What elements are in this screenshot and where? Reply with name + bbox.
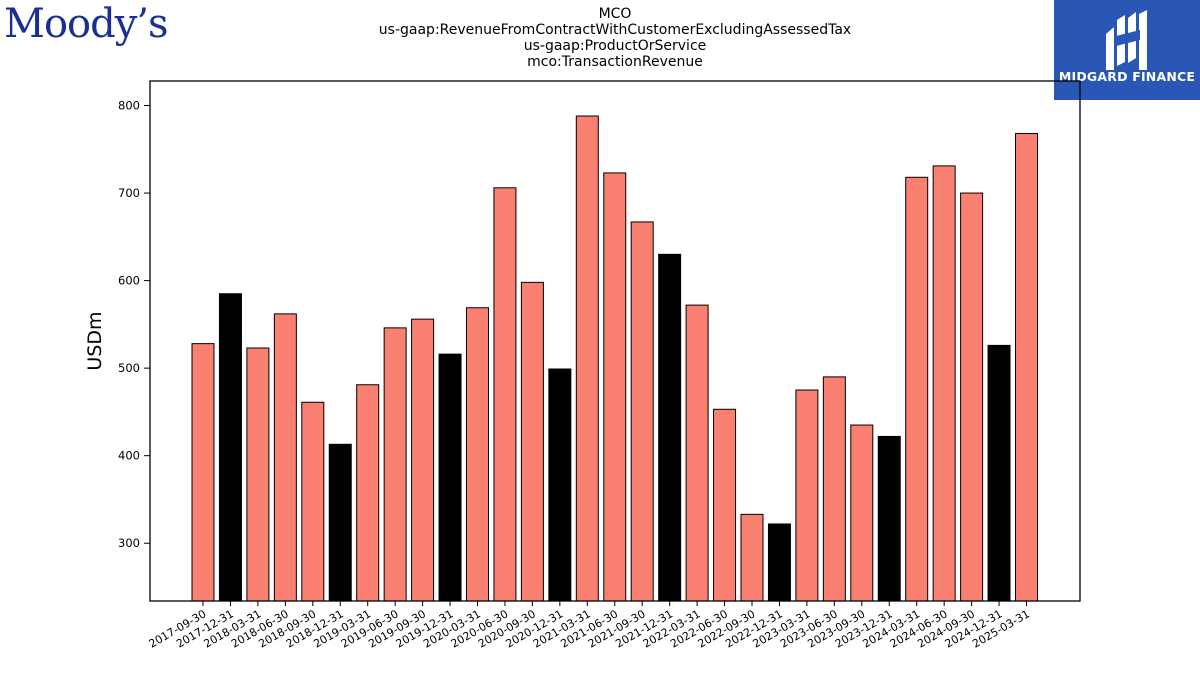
bar-2020-03-31 xyxy=(466,307,489,602)
bar-2017-12-31 xyxy=(218,293,242,602)
bar-2018-09-30 xyxy=(301,401,325,602)
title-line-2: us-gaap:RevenueFromContractWithCustomerE… xyxy=(378,22,852,38)
y-tick-label-400: 400 xyxy=(118,449,140,463)
bar-2018-12-31 xyxy=(328,443,352,602)
bar-2022-09-30 xyxy=(740,513,764,602)
midgard-brand-name: MIDGARD FINANCE xyxy=(1058,69,1196,84)
bar-2023-12-31 xyxy=(877,435,901,602)
moodys-logo: Moody’s xyxy=(4,1,169,47)
y-tick-label-500: 500 xyxy=(118,361,140,375)
title-line-1: MCO xyxy=(598,6,632,22)
y-tick-label-600: 600 xyxy=(118,274,140,288)
y-axis-label: USDm xyxy=(84,311,106,370)
bar-2025-03-31 xyxy=(1015,133,1038,602)
bar-2022-03-31 xyxy=(685,304,709,602)
bar-2017-09-30 xyxy=(191,343,215,602)
bar-2020-09-30 xyxy=(520,281,544,602)
bar-2020-12-31 xyxy=(548,368,572,602)
bar-2022-06-30 xyxy=(713,408,737,602)
chart-title: MCO us-gaap:RevenueFromContractWithCusto… xyxy=(150,6,1080,70)
bar-2019-03-31 xyxy=(356,384,380,602)
bar-2023-03-31 xyxy=(795,389,819,602)
bar-2020-06-30 xyxy=(493,187,517,602)
bar-2024-12-31 xyxy=(987,344,1011,602)
midgard-finance-logo: MIDGARD FINANCE xyxy=(1054,0,1200,100)
bar-2018-06-30 xyxy=(273,313,297,602)
bar-2019-06-30 xyxy=(383,327,407,602)
bar-2021-09-30 xyxy=(630,221,654,602)
y-tick-label-300: 300 xyxy=(118,536,140,550)
bar-2021-06-30 xyxy=(603,172,627,602)
bar-2024-09-30 xyxy=(960,192,984,602)
bar-2021-03-31 xyxy=(575,115,599,602)
bar-2023-09-30 xyxy=(850,424,874,602)
bar-2019-12-31 xyxy=(438,353,462,602)
midgard-mark-icon xyxy=(1106,10,1147,70)
title-line-3: us-gaap:ProductOrService xyxy=(523,38,707,54)
bar-2019-09-30 xyxy=(411,318,435,602)
title-line-4: mco:TransactionRevenue xyxy=(527,54,703,70)
bar-2023-06-30 xyxy=(822,376,846,602)
bar-2021-12-31 xyxy=(658,253,682,602)
y-tick-label-700: 700 xyxy=(118,186,140,200)
bar-2024-06-30 xyxy=(932,165,956,602)
y-tick-label-800: 800 xyxy=(118,99,140,113)
bar-2024-03-31 xyxy=(905,176,929,602)
bar-2022-12-31 xyxy=(767,523,791,602)
bar-2018-03-31 xyxy=(246,347,270,602)
